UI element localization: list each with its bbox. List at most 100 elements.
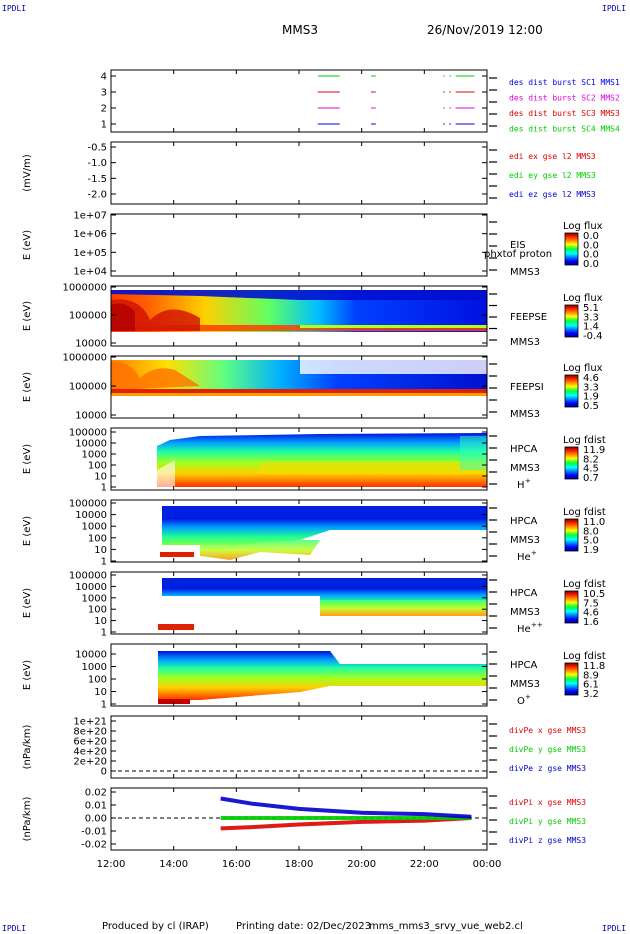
eis-colorbar-tick: 0.0: [583, 240, 599, 251]
hpca-he1-mid: [162, 518, 487, 545]
burst-legend-entry: des dist burst SC3 MMS3: [509, 109, 620, 118]
time-tick-label: 12:00: [97, 859, 126, 870]
hpca_h-ytick-label: 10: [94, 472, 107, 483]
edi-ytick-label: -0.5: [87, 143, 107, 154]
hpca_he1-species-label: He: [517, 552, 531, 563]
hpca-h-upper-mask: [157, 433, 487, 446]
hpca_o-colorbar-title: Log fdist: [563, 651, 606, 662]
hpca_o-ytick-label: 1: [101, 700, 107, 711]
divpe-legend-entry: divPe x gse MMS3: [509, 726, 586, 735]
hpca_he1-ytick-label: 10000: [75, 510, 107, 521]
hpca_he2-ytick-label: 1000: [82, 593, 107, 604]
feepse-colorbar-tick: 3.3: [583, 312, 599, 323]
corner-label-bottom-left: IPDLI: [2, 924, 27, 933]
feepsi-orange-strip: [111, 393, 487, 396]
edi-ytick-label: -1.0: [87, 158, 107, 169]
feepsi-colorbar-title: Log flux: [563, 363, 603, 374]
feepsi-ytick-label: 1000000: [62, 353, 107, 364]
feepsi-upper-empty: [300, 360, 487, 374]
hpca_he1-ylabel: E (eV): [22, 516, 33, 546]
eis-ytick-label: 1e+05: [73, 248, 107, 259]
hpca-o-region: [158, 651, 487, 700]
divpe-ytick-label: 6e+20: [73, 737, 107, 748]
edi-ylabel: (mV/m): [22, 154, 33, 192]
hpca_h-ytick-label: 100: [88, 461, 107, 472]
burst-ytick-label: 3: [101, 88, 107, 99]
divpi-ytick-label: 0.01: [85, 801, 107, 812]
hpca_h-ytick-label: 100000: [69, 428, 107, 439]
hpca_h-colorbar-tick: 0.7: [583, 473, 599, 484]
edi-ytick-label: -1.5: [87, 174, 107, 185]
hpca-h-lower-mask: [157, 460, 175, 487]
time-tick-label: 18:00: [285, 859, 314, 870]
hpca-he2-yellow: [320, 600, 487, 616]
hpca_h-colorbar-tick: 4.5: [583, 464, 599, 475]
divpe-ytick-label: 0: [101, 767, 107, 778]
hpca_he2-ytick-label: 100000: [69, 571, 107, 582]
feepse-instrument-label: FEEPSE: [510, 312, 547, 323]
feepse-hot-region-2: [111, 303, 135, 331]
burst-ytick-label: 2: [101, 104, 107, 115]
feepsi-colorbar-tick: 1.9: [583, 392, 599, 403]
eis-ytick-label: 1e+07: [73, 211, 107, 222]
hpca_he1-colorbar-tick: 11.0: [583, 517, 605, 528]
hpca_o-colorbar: [564, 662, 579, 696]
feepse-instrument-label: MMS3: [510, 337, 540, 348]
feepse-ytick-label: 10000: [75, 339, 107, 350]
eis-ytick-label: 1e+04: [73, 267, 107, 278]
corner-label-top-left: IPDLI: [2, 4, 27, 13]
axes-layer: 4 3 2 1 des dist burst SC1 MMS1 des dist burs…: [22, 69, 620, 870]
time-tick-label: 22:00: [410, 859, 439, 870]
divpi-legend-entry: divPi z gse MMS3: [509, 836, 586, 845]
hpca_he2-colorbar-tick: 4.6: [583, 608, 599, 619]
spacecraft-title: MMS3: [282, 23, 318, 37]
feepsi-red-strip: [111, 389, 487, 393]
eis-ytick-label: 1e+06: [73, 229, 107, 240]
burst-legend-entry: des dist burst SC2 MMS2: [509, 94, 620, 103]
eis-frame: [110, 213, 488, 277]
eis-colorbar: [564, 232, 579, 266]
hpca_he1-colorbar-tick: 5.0: [583, 536, 599, 547]
hpca_he2-species-charge: ++: [531, 621, 543, 629]
divpi-ytick-label: 0.02: [85, 788, 107, 799]
hpca_he2-colorbar-tick: 10.5: [583, 589, 605, 600]
footer-file-name: mms_mms3_srvy_vue_web2.cl: [369, 921, 523, 932]
feepsi-ytick-label: 100000: [69, 382, 107, 393]
hpca_he1-instrument-label: MMS3: [510, 535, 540, 546]
hpca_he2-species-label: He: [517, 624, 531, 635]
hpca_he2-ytick-label: 10000: [75, 582, 107, 593]
hpca_he1-ytick-label: 100: [88, 533, 107, 544]
hpca_h-colorbar-title: Log fdist: [563, 435, 606, 446]
eis-ylabel: E (eV): [22, 230, 33, 260]
divpe-ytick-label: 8e+20: [73, 727, 107, 738]
divpi-legend-entry: divPi x gse MMS3: [509, 798, 586, 807]
divpe-ytick-label: 1e+21: [73, 717, 107, 728]
footer-produced-by: Produced by cl (IRAP): [102, 921, 209, 932]
hpca_h-instrument-label: HPCA: [510, 444, 538, 455]
data-layer: [111, 290, 487, 704]
feepsi-ylabel: E (eV): [22, 372, 33, 402]
hpca_h-colorbar-tick: 8.2: [583, 454, 599, 465]
feepsi-colorbar-tick: 0.5: [583, 401, 599, 412]
hpca_he2-colorbar-tick: 7.5: [583, 598, 599, 609]
divpi-ylabel: (nPa/km): [22, 797, 33, 842]
hpca_he2-colorbar-title: Log fdist: [563, 579, 606, 590]
hpca_h-ytick-label: 10000: [75, 439, 107, 450]
burst-ytick-label: 4: [101, 72, 107, 83]
hpca_he2-ylabel: E (eV): [22, 588, 33, 618]
divpe-legend-entry: divPe y gse MMS3: [509, 745, 586, 754]
hpca_he1-ytick-label: 100000: [69, 499, 107, 510]
feepsi-instrument-label: MMS3: [510, 409, 540, 420]
burst-frame: [110, 69, 488, 133]
hpca_o-ytick-label: 100: [88, 675, 107, 686]
hpca_he2-colorbar-tick: 1.6: [583, 617, 599, 628]
edi-ytick-label: -2.0: [87, 190, 107, 201]
hpca_o-colorbar-tick: 6.1: [583, 680, 599, 691]
divpi-ytick-label: -0.02: [81, 840, 107, 851]
eis-colorbar-tick: 0.0: [583, 259, 599, 270]
hpca_h-colorbar: [564, 446, 579, 480]
divpe-frame: [110, 715, 488, 779]
hpca_o-ytick-label: 10: [94, 687, 107, 698]
time-tick-label: 00:00: [473, 859, 502, 870]
divpi-series-z: [220, 796, 472, 819]
